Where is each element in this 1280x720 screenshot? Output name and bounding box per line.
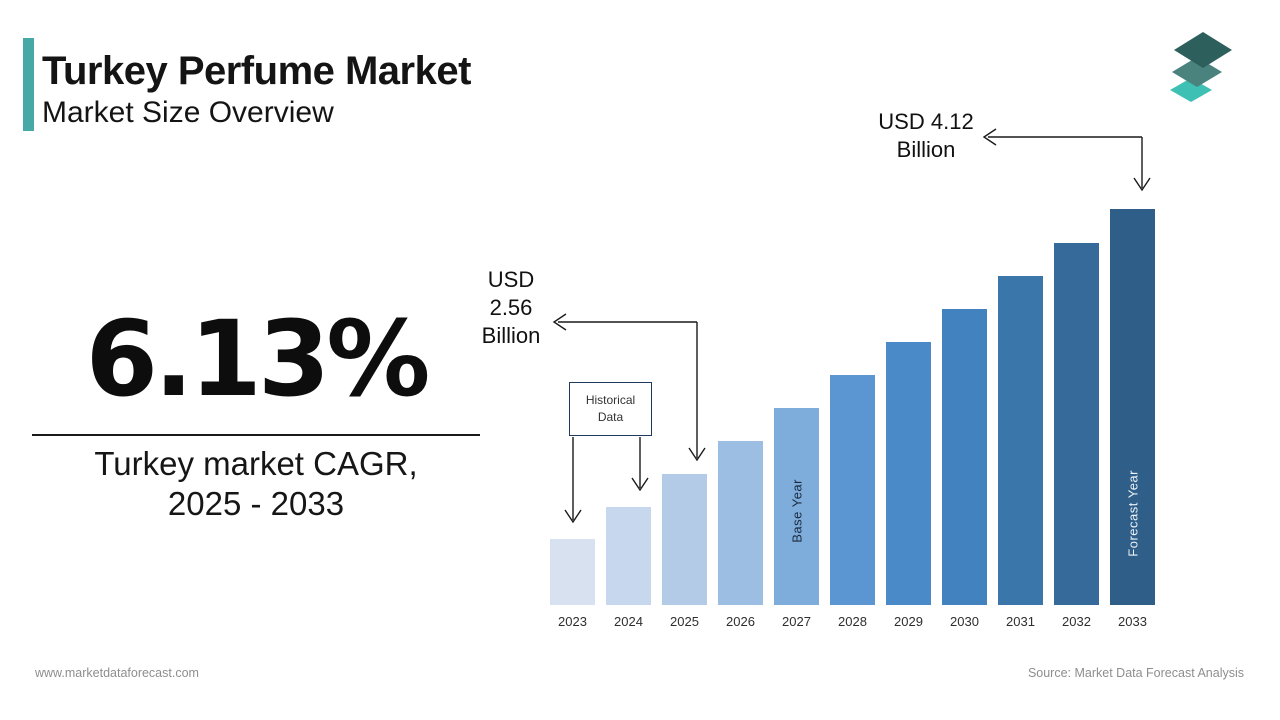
arrow-2033-head-down (1133, 177, 1151, 192)
year-label-2027: 2027 (782, 614, 811, 629)
annotation-2025-line1: USD (487, 267, 535, 292)
year-label-2026: 2026 (726, 614, 755, 629)
historical-box-line2: Data (597, 410, 624, 424)
source-note: Source: Market Data Forecast Analysis (1027, 666, 1244, 680)
historical-data-box: Historical Data (569, 382, 652, 436)
title-accent-bar (23, 38, 34, 131)
bar-2024 (606, 507, 651, 605)
bar-inner-label-2027: Base Year (789, 479, 804, 543)
cagr-caption-line2: 2025 - 2033 (167, 485, 345, 522)
annotation-2025-line3: Billion (481, 323, 541, 348)
market-data-forecast-logo (1170, 32, 1232, 102)
bar-2033: Forecast Year (1110, 209, 1155, 605)
logo-layer-top (1174, 32, 1232, 68)
year-label-2030: 2030 (950, 614, 979, 629)
bar-2025 (662, 474, 707, 605)
stat-divider-line (32, 434, 480, 436)
cagr-caption-line1: Turkey market CAGR, (94, 445, 418, 482)
year-label-2024: 2024 (614, 614, 643, 629)
year-label-2029: 2029 (894, 614, 923, 629)
page-subtitle: Market Size Overview (42, 96, 334, 129)
bar-2030 (942, 309, 987, 605)
bar-2029 (886, 342, 931, 605)
bar-2023 (550, 539, 595, 605)
annotation-2033-value: USD 4.12 Billion (850, 108, 1002, 164)
annotation-2033-line2: Billion (896, 137, 956, 162)
historical-box-line1: Historical (585, 393, 636, 407)
bar-2026 (718, 441, 763, 605)
bar-2027: Base Year (774, 408, 819, 605)
year-label-2028: 2028 (838, 614, 867, 629)
year-label-2023: 2023 (558, 614, 587, 629)
bar-2031 (998, 276, 1043, 605)
annotation-2025-line2: 2.56 (489, 295, 533, 320)
bar-inner-label-2033: Forecast Year (1125, 470, 1140, 557)
cagr-value: 6.13% (85, 298, 431, 420)
bar-2028 (830, 375, 875, 605)
year-label-2033: 2033 (1118, 614, 1147, 629)
cagr-caption: Turkey market CAGR, 2025 - 2033 (26, 444, 486, 524)
page-title: Turkey Perfume Market (42, 49, 471, 93)
logo-layer-middle (1172, 57, 1222, 87)
annotation-2033-line1: USD 4.12 (878, 109, 974, 134)
year-label-2032: 2032 (1062, 614, 1091, 629)
year-label-2031: 2031 (1006, 614, 1035, 629)
year-label-2025: 2025 (670, 614, 699, 629)
bar-chart: 2023 2024 2025 2026 Base Year 2027 2028 2029 203… (550, 190, 1160, 629)
bar-2032 (1054, 243, 1099, 605)
website-url: www.marketdataforecast.com (35, 666, 199, 680)
annotation-2025-value: USD 2.56 Billion (466, 266, 556, 350)
